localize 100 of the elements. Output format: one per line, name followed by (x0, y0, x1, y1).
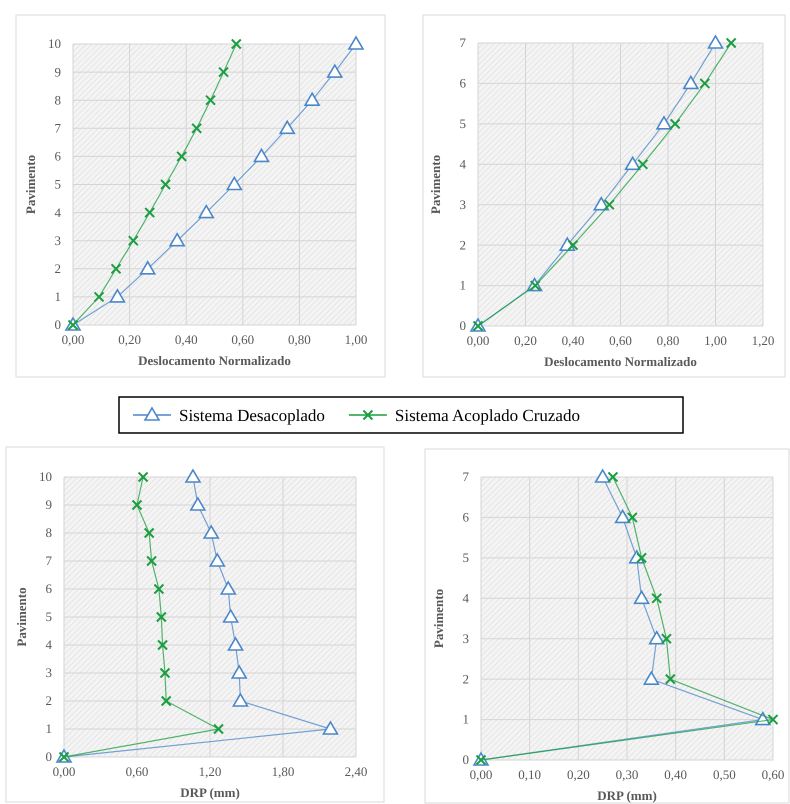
point (326, 64, 343, 78)
y-tick-label: 4 (46, 637, 52, 652)
y-tick-label: 0 (462, 752, 469, 768)
y-tick-label: 9 (54, 64, 61, 80)
x-tick-label: 0,20 (118, 332, 141, 348)
point (664, 674, 676, 685)
point (156, 612, 167, 622)
point (160, 179, 172, 190)
point (144, 528, 155, 538)
x-tick-label: 0,00 (470, 767, 492, 782)
x-tick-label: 0,60 (609, 333, 632, 348)
point (593, 196, 610, 211)
x-tick-label: 0,80 (656, 333, 680, 348)
legend-label: Sistema Desacoplado (179, 406, 325, 425)
y-tick-label: 2 (46, 693, 52, 708)
point (190, 497, 206, 511)
x-tick-label: 0,40 (664, 767, 688, 782)
point (218, 66, 230, 78)
point (146, 556, 158, 566)
point (683, 76, 699, 90)
point (213, 724, 224, 734)
x-tick-label: 0,40 (562, 333, 584, 348)
point (140, 261, 156, 275)
legend-label: Sistema Acoplado Cruzado (394, 406, 580, 425)
point (210, 553, 226, 567)
x-tick-label: 1,00 (344, 332, 368, 348)
point (153, 584, 164, 594)
x-axis-title: DRP (mm) (180, 785, 240, 800)
point (203, 525, 220, 539)
y-tick-label: 3 (54, 232, 61, 248)
point (254, 148, 270, 162)
y-tick-label: 7 (54, 120, 62, 136)
y-tick-label: 8 (54, 92, 61, 108)
x-tick-label: 0,80 (288, 332, 311, 348)
y-tick-label: 5 (462, 550, 469, 566)
point (626, 512, 638, 523)
x-axis-title: DRP (mm) (597, 788, 657, 803)
point (644, 671, 660, 685)
x-axis-title: Deslocamento Normalizado (138, 353, 291, 368)
point (128, 235, 139, 246)
y-tick-label: 8 (46, 525, 52, 540)
x-tick-label: 0,50 (712, 767, 736, 782)
x-tick-label: 0,40 (174, 332, 198, 348)
y-tick-label: 2 (460, 237, 466, 252)
point (160, 696, 172, 706)
point (604, 199, 615, 210)
point (607, 472, 618, 482)
point (205, 94, 216, 106)
y-tick-label: 6 (460, 76, 466, 91)
point (699, 78, 710, 89)
point (226, 176, 242, 190)
y-tick-label: 6 (54, 148, 62, 164)
y-tick-label: 7 (462, 469, 470, 484)
y-tick-label: 10 (48, 36, 61, 52)
x-tick-label: 0,30 (616, 767, 638, 782)
point (220, 581, 236, 595)
x-tick-label: 0,00 (466, 333, 490, 348)
y-axis-title: Pavimento (428, 154, 443, 214)
point (634, 590, 650, 604)
y-tick-label: 3 (462, 630, 469, 646)
point (279, 120, 296, 134)
point (159, 668, 170, 678)
point (304, 92, 320, 106)
y-tick-label: 5 (54, 176, 61, 192)
x-axis-title: Deslocamento Normalizado (544, 354, 697, 369)
y-tick-label: 7 (460, 35, 466, 50)
y-tick-label: 0 (46, 749, 52, 764)
x-tick-label: 1,20 (198, 764, 222, 780)
point (624, 156, 640, 170)
y-tick-label: 2 (462, 671, 469, 686)
point (348, 36, 364, 50)
y-tick-label: 4 (460, 156, 466, 172)
point (708, 35, 724, 49)
y-tick-label: 3 (46, 665, 52, 680)
x-tick-label: 0,20 (566, 767, 590, 782)
y-tick-label: 3 (460, 196, 466, 212)
point (614, 510, 630, 524)
point (231, 665, 247, 679)
point (94, 291, 105, 302)
y-tick-label: 0 (54, 317, 61, 332)
point (222, 609, 238, 623)
y-tick-label: 5 (46, 609, 52, 624)
x-tick-label: 1,80 (272, 764, 294, 780)
x-tick-label: 2,40 (344, 764, 368, 780)
point (322, 721, 338, 735)
x-tick-label: 0,20 (514, 333, 537, 348)
point (144, 207, 156, 218)
y-tick-label: 1 (460, 278, 466, 293)
point (648, 630, 664, 645)
y-tick-label: 4 (462, 590, 470, 606)
y-tick-label: 5 (460, 116, 466, 132)
y-tick-label: 7 (46, 553, 52, 568)
point (660, 633, 672, 644)
point (656, 116, 672, 130)
point (230, 38, 242, 50)
x-tick-label: 0,00 (62, 332, 84, 348)
point (594, 469, 610, 483)
point (228, 637, 244, 651)
x-tick-label: 0,60 (231, 332, 254, 348)
point (132, 500, 142, 510)
